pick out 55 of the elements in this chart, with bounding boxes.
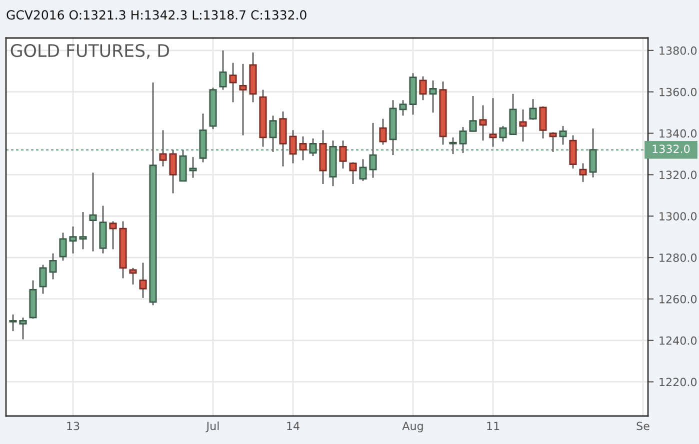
- y-tick-label: 1260.0: [660, 294, 697, 304]
- y-tick-label: 1240.0: [660, 336, 697, 345]
- candlestick: [429, 80, 437, 114]
- candlestick: [219, 50, 227, 90]
- y-tick-label: 1300.0: [660, 212, 697, 221]
- x-tick-label: 11: [487, 422, 500, 430]
- candlestick: [59, 232, 67, 262]
- candlestick: [519, 108, 527, 142]
- candlestick: [379, 118, 387, 146]
- x-tick-label: 14: [287, 422, 300, 430]
- candlestick: [339, 140, 347, 170]
- candlestick: [189, 156, 197, 179]
- candlestick: [39, 264, 47, 294]
- candlestick: [289, 129, 297, 164]
- x-tick-label: 13: [67, 422, 80, 430]
- candlestick: [79, 211, 87, 250]
- y-tick-label: 1360.0: [660, 88, 697, 96]
- candlestick: [419, 76, 427, 101]
- y-tick-label: 1280.0: [660, 254, 697, 262]
- candlestick: [159, 129, 167, 168]
- candlestick: [89, 172, 97, 252]
- candlestick: [559, 125, 567, 146]
- candlestick: [19, 316, 27, 340]
- candlestick: [539, 106, 547, 140]
- candlestick: [49, 252, 57, 280]
- chart-title: GOLD FUTURES, D: [10, 44, 169, 59]
- candlestick: [69, 226, 77, 254]
- candlestick: [9, 314, 17, 332]
- candlestick: [299, 136, 307, 161]
- candlestick: [169, 149, 177, 194]
- candlestick: [479, 104, 487, 142]
- x-tick-label: Se: [636, 422, 650, 430]
- y-tick-label: 1320.0: [660, 170, 697, 180]
- text: GCV2016 O:1321.3 H:1342.3 L:1318.7 C:1332.0: [6, 10, 306, 20]
- candlestick: [349, 162, 357, 185]
- candlestick: [399, 99, 407, 116]
- candlestick: [529, 98, 537, 121]
- candlestick: [239, 63, 247, 136]
- ref-line-label: 1332.0: [652, 144, 690, 154]
- candlestick: [489, 97, 497, 148]
- candlestick: [109, 220, 117, 250]
- y-tick-label: 1380.0: [660, 46, 697, 55]
- candlestick: [129, 267, 137, 286]
- x-tick-label: Aug: [402, 422, 423, 432]
- y-tick-label: 1340.0: [660, 129, 697, 138]
- x-tick-label: Jul: [206, 422, 219, 432]
- candlestick: [139, 262, 147, 299]
- candlestick: [229, 62, 237, 103]
- candlestick: [579, 162, 587, 183]
- candlestick: [359, 158, 367, 182]
- y-tick-label: 1220.0: [660, 378, 697, 386]
- candlestick: [499, 125, 507, 142]
- candlestick: [549, 132, 557, 153]
- candlestick: [569, 134, 577, 170]
- candlestick: [469, 95, 477, 132]
